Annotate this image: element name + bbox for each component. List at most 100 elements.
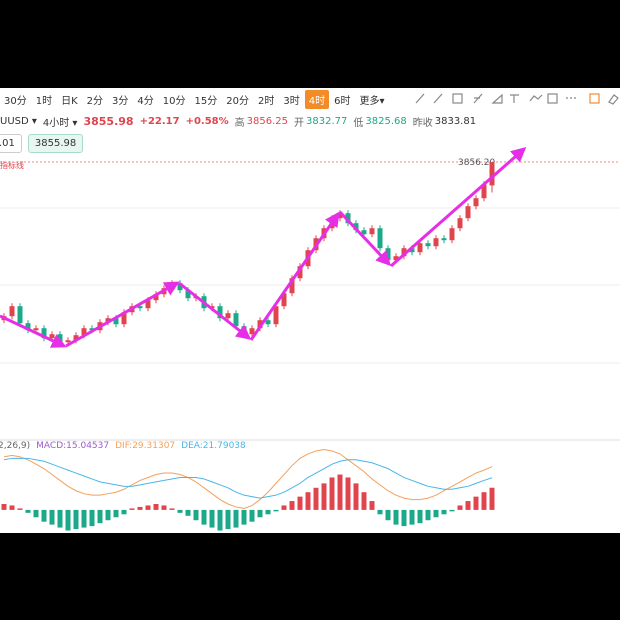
candle-body	[49, 334, 55, 339]
macd-bar	[241, 509, 247, 525]
price-line-label: 3856.20	[458, 158, 495, 168]
macd-bar	[97, 509, 103, 524]
period-tab[interactable]: 4分	[137, 96, 154, 107]
stat-label: 高	[234, 118, 245, 129]
macd-line	[3, 448, 493, 509]
stat-value: 3833.81	[434, 116, 477, 127]
price: 3855.98	[83, 115, 134, 128]
period-tab[interactable]: 6时	[334, 96, 351, 107]
macd-bar	[265, 509, 271, 515]
macd-bar	[41, 509, 47, 522]
period[interactable]: 4小时 ▾	[42, 118, 78, 129]
period-tab[interactable]: 4时	[304, 90, 330, 109]
macd-bar	[465, 501, 471, 510]
period-tab[interactable]: 30分	[4, 96, 27, 107]
stat-value: 3825.68	[365, 116, 407, 127]
macd-bar	[225, 509, 231, 530]
candle-body	[265, 320, 271, 325]
candle-body	[153, 294, 159, 301]
stat-value: 3856.25	[246, 116, 289, 127]
macd-bar	[9, 505, 15, 510]
candle-body	[473, 198, 479, 207]
candle-body	[121, 312, 127, 325]
macd-bar	[153, 504, 159, 510]
macd-bar	[1, 504, 7, 510]
candle-body	[41, 328, 47, 339]
toolbar-icons[interactable]	[415, 93, 619, 105]
boxes: .01 3855.98	[0, 134, 89, 153]
change-pct: +0.58%	[185, 116, 229, 127]
macd-bar	[121, 509, 127, 515]
candle-body	[481, 184, 487, 199]
candle-body	[137, 306, 143, 309]
candle-body	[17, 306, 23, 324]
candle-body	[441, 238, 447, 241]
period-tab[interactable]: 2分	[86, 96, 104, 107]
input-box[interactable]: .01	[0, 134, 22, 153]
macd-bar	[305, 492, 311, 510]
macd-bar	[257, 509, 263, 518]
period-tab[interactable]: 1时	[35, 96, 53, 107]
stat-label: 昨收	[412, 118, 433, 129]
macd-bar	[353, 483, 359, 510]
macd-bar	[217, 509, 223, 531]
candle-body	[273, 306, 279, 325]
candle-body	[217, 306, 223, 319]
candle-body	[289, 278, 295, 294]
macd-legend-item: DEA:21.79038	[181, 441, 246, 451]
period-tab[interactable]: 更多▾	[359, 96, 385, 107]
macd-bar	[281, 505, 287, 510]
period-tab[interactable]: 日K	[61, 96, 78, 107]
candle-body	[385, 248, 391, 261]
macd-bar	[73, 509, 79, 530]
candle-body	[33, 328, 39, 331]
macd-bar	[417, 509, 423, 524]
candle-body	[337, 213, 343, 219]
candle-body	[345, 213, 351, 224]
macd-bar	[377, 509, 383, 515]
stat-label: 低	[353, 118, 364, 129]
candle-body	[105, 318, 111, 323]
symbol[interactable]: UUSD ▾	[0, 116, 37, 127]
macd-bar	[105, 509, 111, 521]
candle-body	[145, 300, 151, 309]
period-tab[interactable]: 10分	[162, 96, 186, 107]
macd-bar	[113, 509, 119, 518]
candle-body	[457, 218, 463, 229]
candle-body	[377, 228, 383, 249]
candle-body	[249, 328, 255, 335]
macd-bar	[321, 483, 327, 510]
macd-legend: 2,26,9) MACD:15.04537 DIF:29.31307 DEA:21.7…	[0, 441, 252, 451]
macd-bar	[297, 496, 303, 510]
trend-arrows	[0, 147, 527, 348]
period-tab[interactable]: 3时	[283, 96, 300, 107]
candle-body	[281, 293, 287, 307]
price-box[interactable]: 3855.98	[27, 134, 84, 153]
macd-bar	[425, 509, 431, 521]
macd-line	[3, 457, 493, 499]
candle-body	[233, 313, 239, 327]
candle-body	[425, 243, 431, 247]
macd-bar	[489, 487, 495, 510]
candle-body	[113, 318, 119, 325]
period-tab[interactable]: 3分	[112, 96, 129, 107]
macd-bar	[361, 492, 367, 510]
candle-body	[177, 283, 183, 291]
macd-bar	[129, 508, 135, 510]
macd-bar	[201, 509, 207, 525]
macd-legend-item: DIF:29.31307	[115, 441, 176, 451]
period-tab[interactable]: 20分	[226, 96, 249, 107]
period-tab[interactable]: 2时	[258, 96, 275, 107]
macd-bar	[329, 477, 335, 510]
candle-body	[65, 340, 71, 343]
period-tab[interactable]: 15分	[194, 96, 218, 107]
macd-legend-item: MACD:15.04537	[36, 441, 110, 451]
macd-bar	[17, 508, 23, 510]
candle-body	[401, 248, 407, 257]
candle-body	[449, 228, 455, 241]
macd-bar	[57, 509, 63, 528]
macd-bar	[49, 509, 55, 525]
macd-bar	[33, 509, 39, 518]
